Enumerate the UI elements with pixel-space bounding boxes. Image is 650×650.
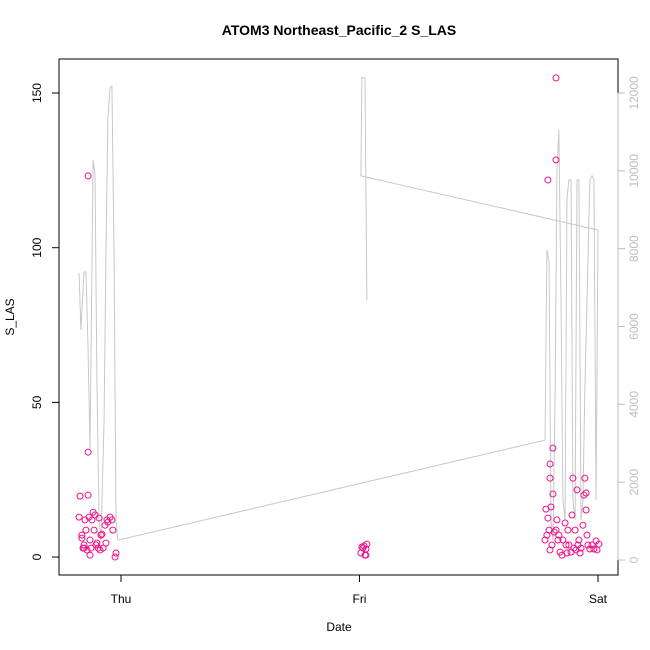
- y-tick-label: 100: [30, 237, 44, 257]
- y-tick-label: 50: [30, 395, 44, 409]
- data-point: [571, 526, 579, 534]
- data-point: [111, 553, 119, 561]
- chart-title: ATOM3 Northeast_Pacific_2 S_LAS: [222, 22, 456, 38]
- data-point: [544, 176, 552, 184]
- data-point: [76, 492, 84, 500]
- data-point: [86, 551, 94, 559]
- data-point: [583, 531, 591, 539]
- data-point: [563, 549, 571, 557]
- y2-tick-label: 10000: [627, 154, 641, 188]
- data-point: [362, 551, 370, 559]
- data-point: [582, 506, 590, 514]
- data-point: [88, 516, 96, 524]
- data-point: [78, 531, 86, 539]
- data-point: [559, 536, 567, 544]
- data-point: [546, 474, 554, 482]
- data-point: [582, 489, 590, 497]
- data-point: [108, 516, 116, 524]
- x-tick-label: Fri: [352, 592, 366, 606]
- data-point: [363, 540, 371, 548]
- data-point: [550, 528, 558, 536]
- data-point: [358, 543, 366, 551]
- data-point: [586, 545, 594, 553]
- y2-tick-label: 0: [627, 556, 641, 563]
- y-axis-label: S_LAS: [3, 298, 17, 335]
- data-point: [93, 539, 101, 547]
- data-point: [579, 521, 587, 529]
- data-point: [84, 172, 92, 180]
- y2-tick-label: 8000: [627, 235, 641, 262]
- data-point: [82, 526, 90, 534]
- data-point: [595, 540, 603, 548]
- data-point: [590, 545, 598, 553]
- data-point: [553, 516, 561, 524]
- data-point: [102, 539, 110, 547]
- data-point: [94, 544, 102, 552]
- data-point: [86, 536, 94, 544]
- data-point: [577, 544, 585, 552]
- data-point: [112, 549, 120, 557]
- data-point: [555, 531, 563, 539]
- y-tick-label: 0: [30, 553, 44, 560]
- data-point: [109, 526, 117, 534]
- data-point: [87, 544, 95, 552]
- data-point: [97, 531, 105, 539]
- data-point: [552, 156, 560, 164]
- data-point: [542, 505, 550, 513]
- data-point: [84, 491, 92, 499]
- x-axis-label: Date: [326, 620, 352, 634]
- data-point: [573, 486, 581, 494]
- data-point: [561, 519, 569, 527]
- data-point: [565, 541, 573, 549]
- data-point: [575, 536, 583, 544]
- y2-tick-label: 4000: [627, 391, 641, 418]
- data-point: [78, 534, 86, 542]
- data-line: [78, 77, 599, 541]
- data-point: [549, 490, 557, 498]
- y2-tick-label: 12000: [627, 76, 641, 110]
- data-point: [569, 474, 577, 482]
- data-point: [549, 444, 557, 452]
- data-point: [75, 513, 83, 521]
- y2-tick-label: 2000: [627, 469, 641, 496]
- data-point: [95, 514, 103, 522]
- data-point: [568, 511, 576, 519]
- data-point: [544, 514, 552, 522]
- data-point: [588, 541, 596, 549]
- data-point: [552, 74, 560, 82]
- data-point: [98, 530, 106, 538]
- data-point: [564, 526, 572, 534]
- x-tick-label: Thu: [111, 592, 132, 606]
- data-point: [548, 541, 556, 549]
- y-tick-label: 150: [30, 83, 44, 103]
- data-point: [576, 549, 584, 557]
- y2-tick-label: 6000: [627, 313, 641, 340]
- data-point: [581, 474, 589, 482]
- data-point: [546, 460, 554, 468]
- data-point: [584, 541, 592, 549]
- data-point: [90, 526, 98, 534]
- data-point: [554, 536, 562, 544]
- data-point: [562, 541, 570, 549]
- data-point: [83, 546, 91, 554]
- data-point: [570, 544, 578, 552]
- x-tick-label: Sat: [589, 592, 608, 606]
- data-point: [580, 491, 588, 499]
- data-point: [84, 448, 92, 456]
